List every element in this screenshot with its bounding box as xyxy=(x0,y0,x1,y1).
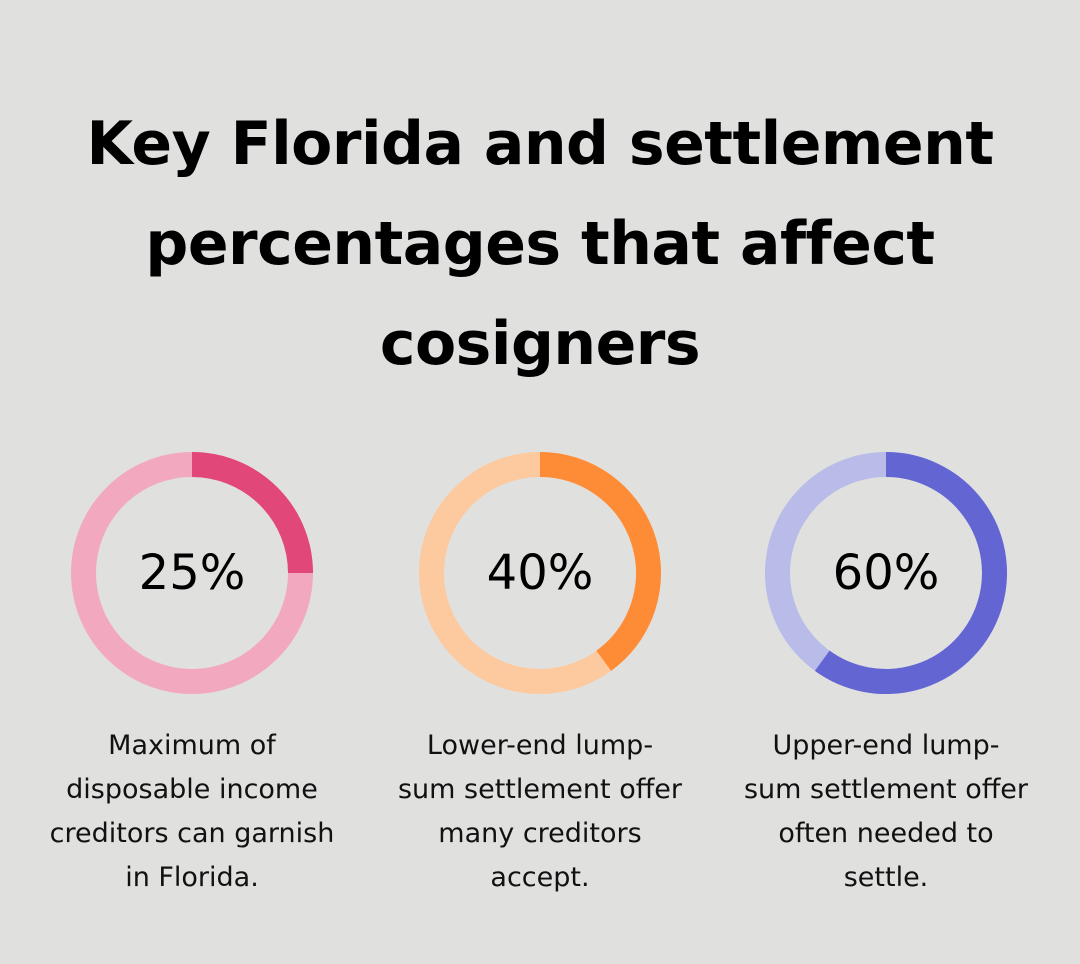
donut-value-arc xyxy=(539,452,661,671)
description-line: Upper-end lump- xyxy=(772,730,1000,761)
stat-description: Maximum of disposable income creditors c… xyxy=(32,724,352,900)
description-line: many creditors xyxy=(438,818,642,849)
title-line: percentages that affect xyxy=(145,209,935,279)
title-line: Key Florida and settlement xyxy=(86,109,994,179)
donut-value-arc xyxy=(814,452,1007,694)
percentage-value: 25% xyxy=(138,545,246,601)
description-line: sum settlement offer xyxy=(397,774,683,805)
title-line: cosigners xyxy=(379,309,701,379)
description-line: creditors can garnish xyxy=(49,818,335,849)
stat-description: Lower-end lump- sum settlement offer man… xyxy=(380,724,700,900)
page-title: Key Florida and settlement percentages t… xyxy=(40,94,1040,394)
donut-chart xyxy=(71,452,313,694)
percentage-value: 60% xyxy=(832,545,940,601)
description-line: Maximum of xyxy=(108,730,276,761)
description-line: sum settlement offer xyxy=(743,774,1029,805)
donut-value-arc xyxy=(191,452,313,574)
description-line: Lower-end lump- xyxy=(426,730,654,761)
percentage-value: 40% xyxy=(486,545,594,601)
description-line: in Florida. xyxy=(125,862,259,893)
description-line: accept. xyxy=(490,862,590,893)
description-line: settle. xyxy=(843,862,929,893)
description-line: often needed to xyxy=(778,818,994,849)
donut-chart xyxy=(419,452,661,694)
description-line: disposable income xyxy=(66,774,318,805)
stat-description: Upper-end lump- sum settlement offer oft… xyxy=(726,724,1046,900)
donut-chart xyxy=(765,452,1007,694)
